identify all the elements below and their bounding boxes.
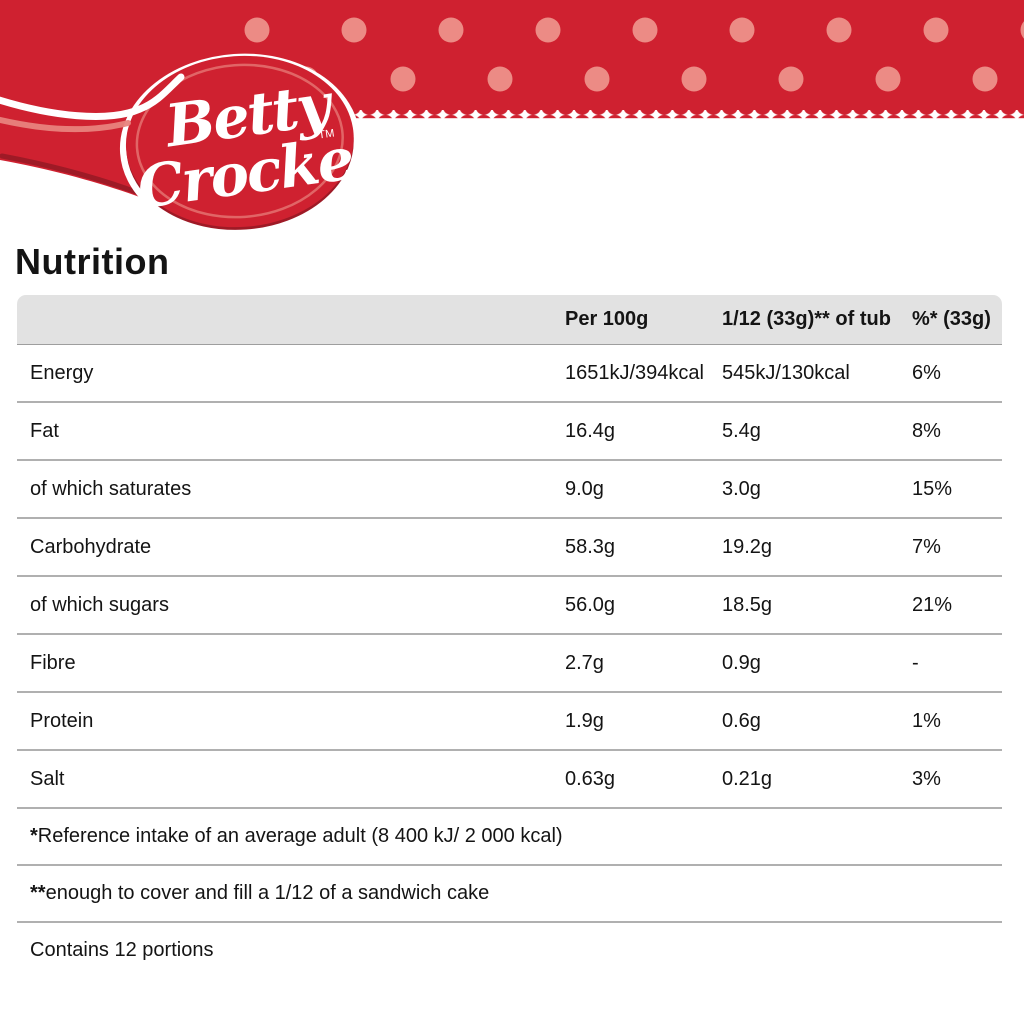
- value-per-100g: 2.7g: [565, 651, 604, 674]
- value-per-portion: 19.2g: [722, 535, 773, 558]
- column-header-per-100g: Per 100g: [565, 308, 649, 330]
- trademark-symbol: TM: [318, 127, 335, 141]
- table-row: Protein 1.9g 0.6g 1%: [17, 693, 1002, 751]
- value-ri-percent: 3%: [912, 767, 941, 790]
- spoon-bowl-icon: [119, 53, 361, 235]
- value-per-100g: 1651kJ/394kcal: [565, 361, 704, 384]
- brand-banner: Betty Crocker TM: [0, 0, 1024, 235]
- nutrient-label: Carbohydrate: [30, 535, 152, 558]
- value-per-100g: 16.4g: [565, 419, 616, 442]
- footnote-text: Reference intake of an average adult (8 …: [37, 825, 563, 847]
- footnote-reference-intake: * Reference intake of an average adult (8…: [17, 809, 1002, 866]
- page-title: Nutrition: [15, 241, 170, 282]
- value-per-100g: 1.9g: [565, 709, 604, 732]
- table-header-row: Per 100g 1/12 (33g)** of tub %* (33g): [17, 295, 1002, 345]
- nutrient-label: of which saturates: [30, 477, 192, 500]
- value-ri-percent: -: [912, 651, 919, 674]
- value-per-portion: 3.0g: [722, 477, 761, 500]
- value-ri-percent: 8%: [912, 419, 941, 442]
- nutrient-label: of which sugars: [30, 593, 169, 616]
- nutrient-label: Energy: [30, 361, 94, 384]
- value-per-100g: 58.3g: [565, 535, 616, 558]
- value-ri-percent: 15%: [912, 477, 953, 500]
- footnote-text: enough to cover and fill a 1/12 of a san…: [45, 882, 490, 904]
- value-per-100g: 56.0g: [565, 593, 616, 616]
- value-per-portion: 0.6g: [722, 709, 761, 732]
- value-per-100g: 9.0g: [565, 477, 604, 500]
- nutrient-label: Protein: [30, 709, 94, 732]
- footnote-text: Contains 12 portions: [30, 939, 214, 961]
- nutrient-label: Fibre: [30, 651, 76, 674]
- table-row: Fat 16.4g 5.4g 8%: [17, 403, 1002, 461]
- handle-shine-icon: [0, 116, 131, 133]
- value-per-portion: 0.9g: [722, 651, 761, 674]
- table-row: Energy 1651kJ/394kcal 545kJ/130kcal 6%: [17, 345, 1002, 403]
- column-header-per-portion: 1/12 (33g)** of tub: [722, 308, 891, 330]
- value-ri-percent: 6%: [912, 361, 941, 384]
- nutrient-label: Salt: [30, 767, 65, 790]
- value-per-portion: 5.4g: [722, 419, 761, 442]
- value-per-portion: 0.21g: [722, 767, 773, 790]
- column-header-ri-percent: %* (33g): [912, 308, 991, 330]
- footnote-asterisk: *: [30, 825, 38, 847]
- value-per-portion: 545kJ/130kcal: [722, 361, 850, 384]
- nutrient-label: Fat: [30, 419, 59, 442]
- value-ri-percent: 1%: [912, 709, 941, 732]
- handle-highlight-icon: [0, 73, 185, 120]
- nutrition-table: Per 100g 1/12 (33g)** of tub %* (33g) En…: [17, 295, 1002, 978]
- value-per-portion: 18.5g: [722, 593, 773, 616]
- table-row: Fibre 2.7g 0.9g -: [17, 635, 1002, 693]
- value-per-100g: 0.63g: [565, 767, 616, 790]
- value-ri-percent: 21%: [912, 593, 953, 616]
- footnote-asterisk: **: [30, 882, 46, 904]
- footnote-portion-definition: ** enough to cover and fill a 1/12 of a s…: [17, 866, 1002, 923]
- table-row: Carbohydrate 58.3g 19.2g 7%: [17, 519, 1002, 577]
- table-row: of which sugars 56.0g 18.5g 21%: [17, 577, 1002, 635]
- value-ri-percent: 7%: [912, 535, 941, 558]
- table-row: of which saturates 9.0g 3.0g 15%: [17, 461, 1002, 519]
- table-row: Salt 0.63g 0.21g 3%: [17, 751, 1002, 809]
- footnote-portions-count: Contains 12 portions: [17, 923, 1002, 978]
